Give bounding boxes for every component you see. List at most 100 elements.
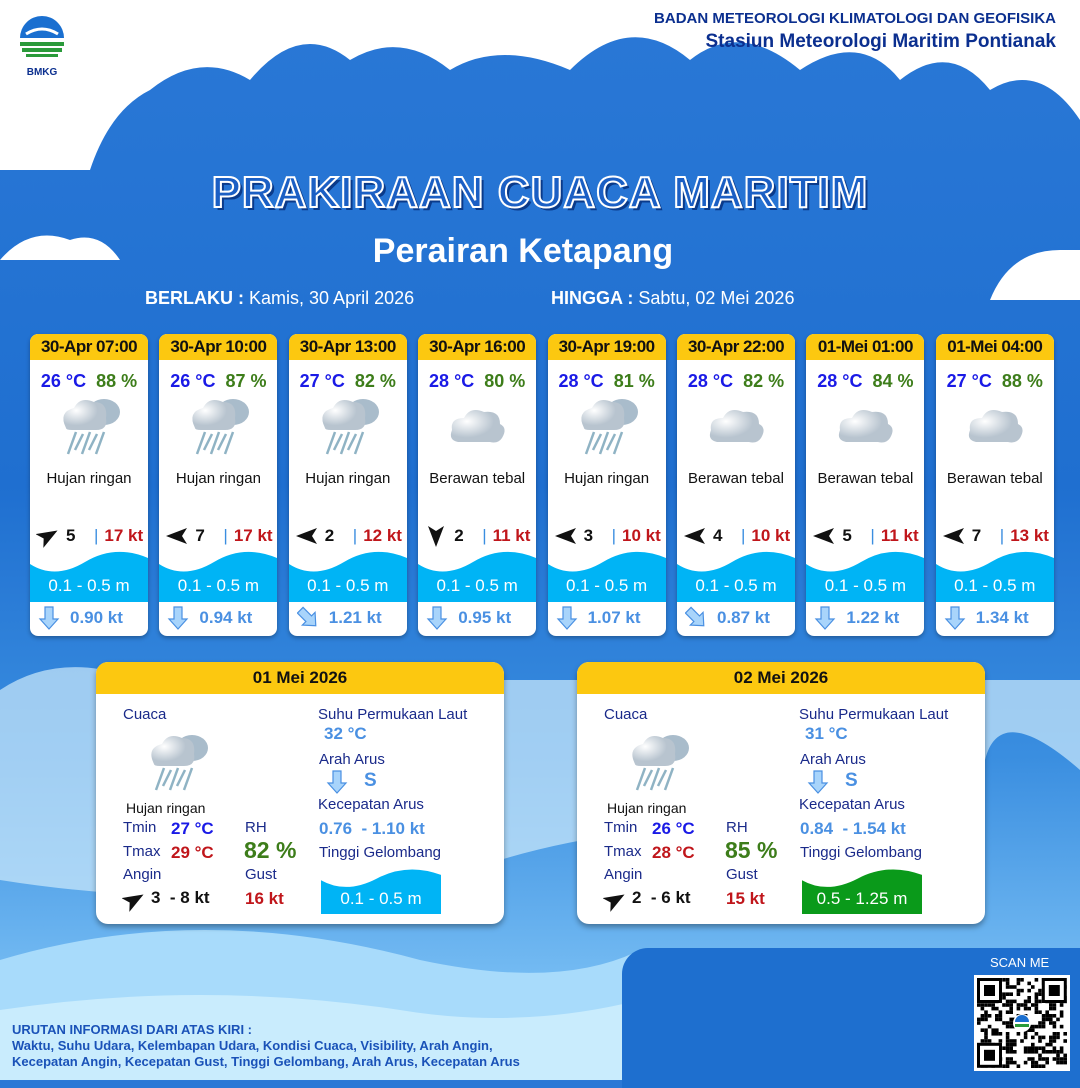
current-dir-value: S: [364, 770, 377, 791]
current-speed-value: 0.76 - 1.10 kt: [319, 819, 425, 838]
overcast-cloud-icon: [709, 410, 764, 443]
daily-summary-card: 01 Mei 2026 Cuaca Hujan ringan Tmin 27 °…: [96, 662, 504, 924]
wind-speed: 5: [842, 526, 852, 545]
rh-label: RH: [726, 819, 748, 836]
gust-label: Gust: [245, 866, 277, 883]
current-direction-icon: [944, 606, 966, 630]
wind-label: Angin: [604, 866, 643, 883]
divider: |: [999, 526, 1005, 545]
wind-direction-icon: [554, 528, 576, 544]
weather-condition: Hujan ringan: [175, 470, 261, 487]
tmin-label: Tmin: [604, 819, 638, 836]
forecast-card: 30-Apr 07:00 26 °C 88 % Hujan ringan 5 | 17…: [30, 334, 148, 636]
gust-speed: 11 kt: [492, 526, 531, 545]
overcast-cloud-icon: [839, 410, 893, 443]
bmkg-logo-icon: [20, 16, 64, 57]
wind-speed: 2: [324, 526, 335, 545]
humidity: 80 %: [484, 371, 526, 391]
valid-to: HINGGA : Sabtu, 02 Mei 2026: [551, 288, 794, 309]
wind-speed: 5: [66, 526, 76, 545]
legend-line-2: Kecepatan Angin, Kecepatan Gust, Tinggi …: [12, 1054, 520, 1069]
legend-line-1: Waktu, Suhu Udara, Kelembapan Udara, Kon…: [12, 1038, 493, 1053]
forecast-card: 30-Apr 22:00 28 °C 82 % Berawan tebal 4 | 1…: [677, 334, 795, 636]
light-rain-icon: [151, 735, 208, 791]
wave-shape: [806, 551, 925, 602]
page-title: PRAKIRAAN CUACA MARITIM: [211, 167, 869, 218]
valid-from: BERLAKU : Kamis, 30 April 2026: [145, 288, 414, 309]
valid-to-date: Sabtu, 02 Mei 2026: [638, 288, 795, 308]
gust-speed: 10 kt: [622, 526, 661, 545]
wind-direction-icon: [295, 528, 317, 544]
wind-direction-icon: [36, 530, 58, 548]
wave-shape: [547, 551, 666, 602]
humidity: 81 %: [613, 371, 655, 391]
current-direction-icon: [807, 770, 829, 794]
wave-shape: [288, 551, 407, 602]
current-dir-label: Arah Arus: [800, 751, 866, 768]
wind-speed: 7: [971, 526, 982, 545]
overcast-cloud-icon: [968, 410, 1023, 443]
wave-label: Tinggi Gelombang: [800, 844, 923, 861]
wind-speed: 7: [195, 526, 205, 545]
wind-range: 3 - 8 kt: [151, 888, 210, 907]
light-rain-icon: [192, 399, 250, 455]
humidity: 88 %: [1001, 371, 1043, 391]
sst-label: Suhu Permukaan Laut: [318, 706, 468, 723]
legend: URUTAN INFORMASI DARI ATAS KIRI : Waktu,…: [12, 1022, 520, 1070]
tmin-value: 26 °C: [652, 819, 695, 838]
humidity: 84 %: [872, 371, 914, 391]
divider: |: [482, 526, 487, 545]
current-speed-label: Kecepatan Arus: [799, 796, 905, 813]
air-temperature: 26 °C: [170, 371, 216, 391]
current-direction-icon: [556, 606, 577, 630]
current-direction-icon: [426, 606, 448, 630]
tmax-label: Tmax: [604, 843, 642, 860]
weather-condition: Berawan tebal: [688, 470, 784, 487]
current-speed: 1.34 kt: [975, 608, 1029, 627]
wave-height: 0.1 - 0.5 m: [307, 576, 389, 595]
current-speed: 0.87 kt: [717, 608, 770, 627]
wave-label: Tinggi Gelombang: [319, 844, 442, 861]
rh-label: RH: [245, 819, 267, 836]
forecast-card: 30-Apr 16:00 28 °C 80 % Berawan tebal 2 | 1…: [418, 334, 537, 636]
wave-height: 0.1 - 0.5 m: [695, 576, 777, 595]
current-speed-label: Kecepatan Arus: [318, 796, 424, 813]
weather-condition: Berawan tebal: [429, 470, 526, 487]
forecast-card: 01-Mei 04:00 27 °C 88 % Berawan tebal 7 | 1…: [935, 334, 1054, 636]
qr-code[interactable]: [974, 975, 1070, 1071]
current-speed: 1.21 kt: [328, 608, 382, 627]
valid-to-label: HINGGA :: [551, 288, 634, 308]
tmax-value: 29 °C: [171, 843, 214, 862]
current-speed: 0.95 kt: [458, 608, 512, 627]
bmkg-logo: BMKG: [14, 12, 70, 78]
wave-shape: [935, 551, 1054, 602]
wind-speed: 2: [454, 526, 464, 545]
valid-from-date: Kamis, 30 April 2026: [249, 288, 415, 308]
forecast-time: 01-Mei 04:00: [935, 334, 1054, 360]
forecast-time: 30-Apr 16:00: [418, 334, 537, 360]
wind-direction-icon: [684, 528, 705, 544]
area-name: Perairan Ketapang: [372, 232, 674, 270]
wave-height: 0.1 - 0.5 m: [824, 576, 907, 595]
air-temperature: 27 °C: [299, 371, 345, 391]
current-dir-label: Arah Arus: [319, 751, 385, 768]
legend-title: URUTAN INFORMASI DARI ATAS KIRI :: [12, 1022, 252, 1037]
gust-value: 16 kt: [245, 889, 284, 908]
summary-date: 01 Mei 2026: [96, 662, 504, 694]
current-direction-icon: [38, 606, 60, 630]
wave-height: 0.1 - 0.5 m: [48, 576, 130, 595]
current-direction-icon: [326, 770, 348, 794]
forecast-card: 30-Apr 10:00 26 °C 87 % Hujan ringan 7 | 17…: [159, 334, 278, 636]
wave-shape: [802, 869, 922, 914]
light-rain-icon: [63, 399, 120, 455]
wave-height: 0.1 - 0.5 m: [565, 576, 648, 595]
wind-range: 2 - 6 kt: [632, 888, 691, 907]
summary-date: 02 Mei 2026: [577, 662, 985, 694]
current-speed: 1.22 kt: [846, 608, 900, 627]
station-name: Stasiun Meteorologi Maritim Pontianak: [705, 31, 1057, 52]
overcast-cloud-icon: [451, 410, 505, 443]
wave-shape: [677, 551, 795, 602]
qr-code-icon: [977, 978, 1067, 1068]
daily-summary-card: 02 Mei 2026 Cuaca Hujan ringan Tmin 26 °…: [577, 662, 985, 924]
weather-condition: Hujan ringan: [46, 470, 132, 487]
